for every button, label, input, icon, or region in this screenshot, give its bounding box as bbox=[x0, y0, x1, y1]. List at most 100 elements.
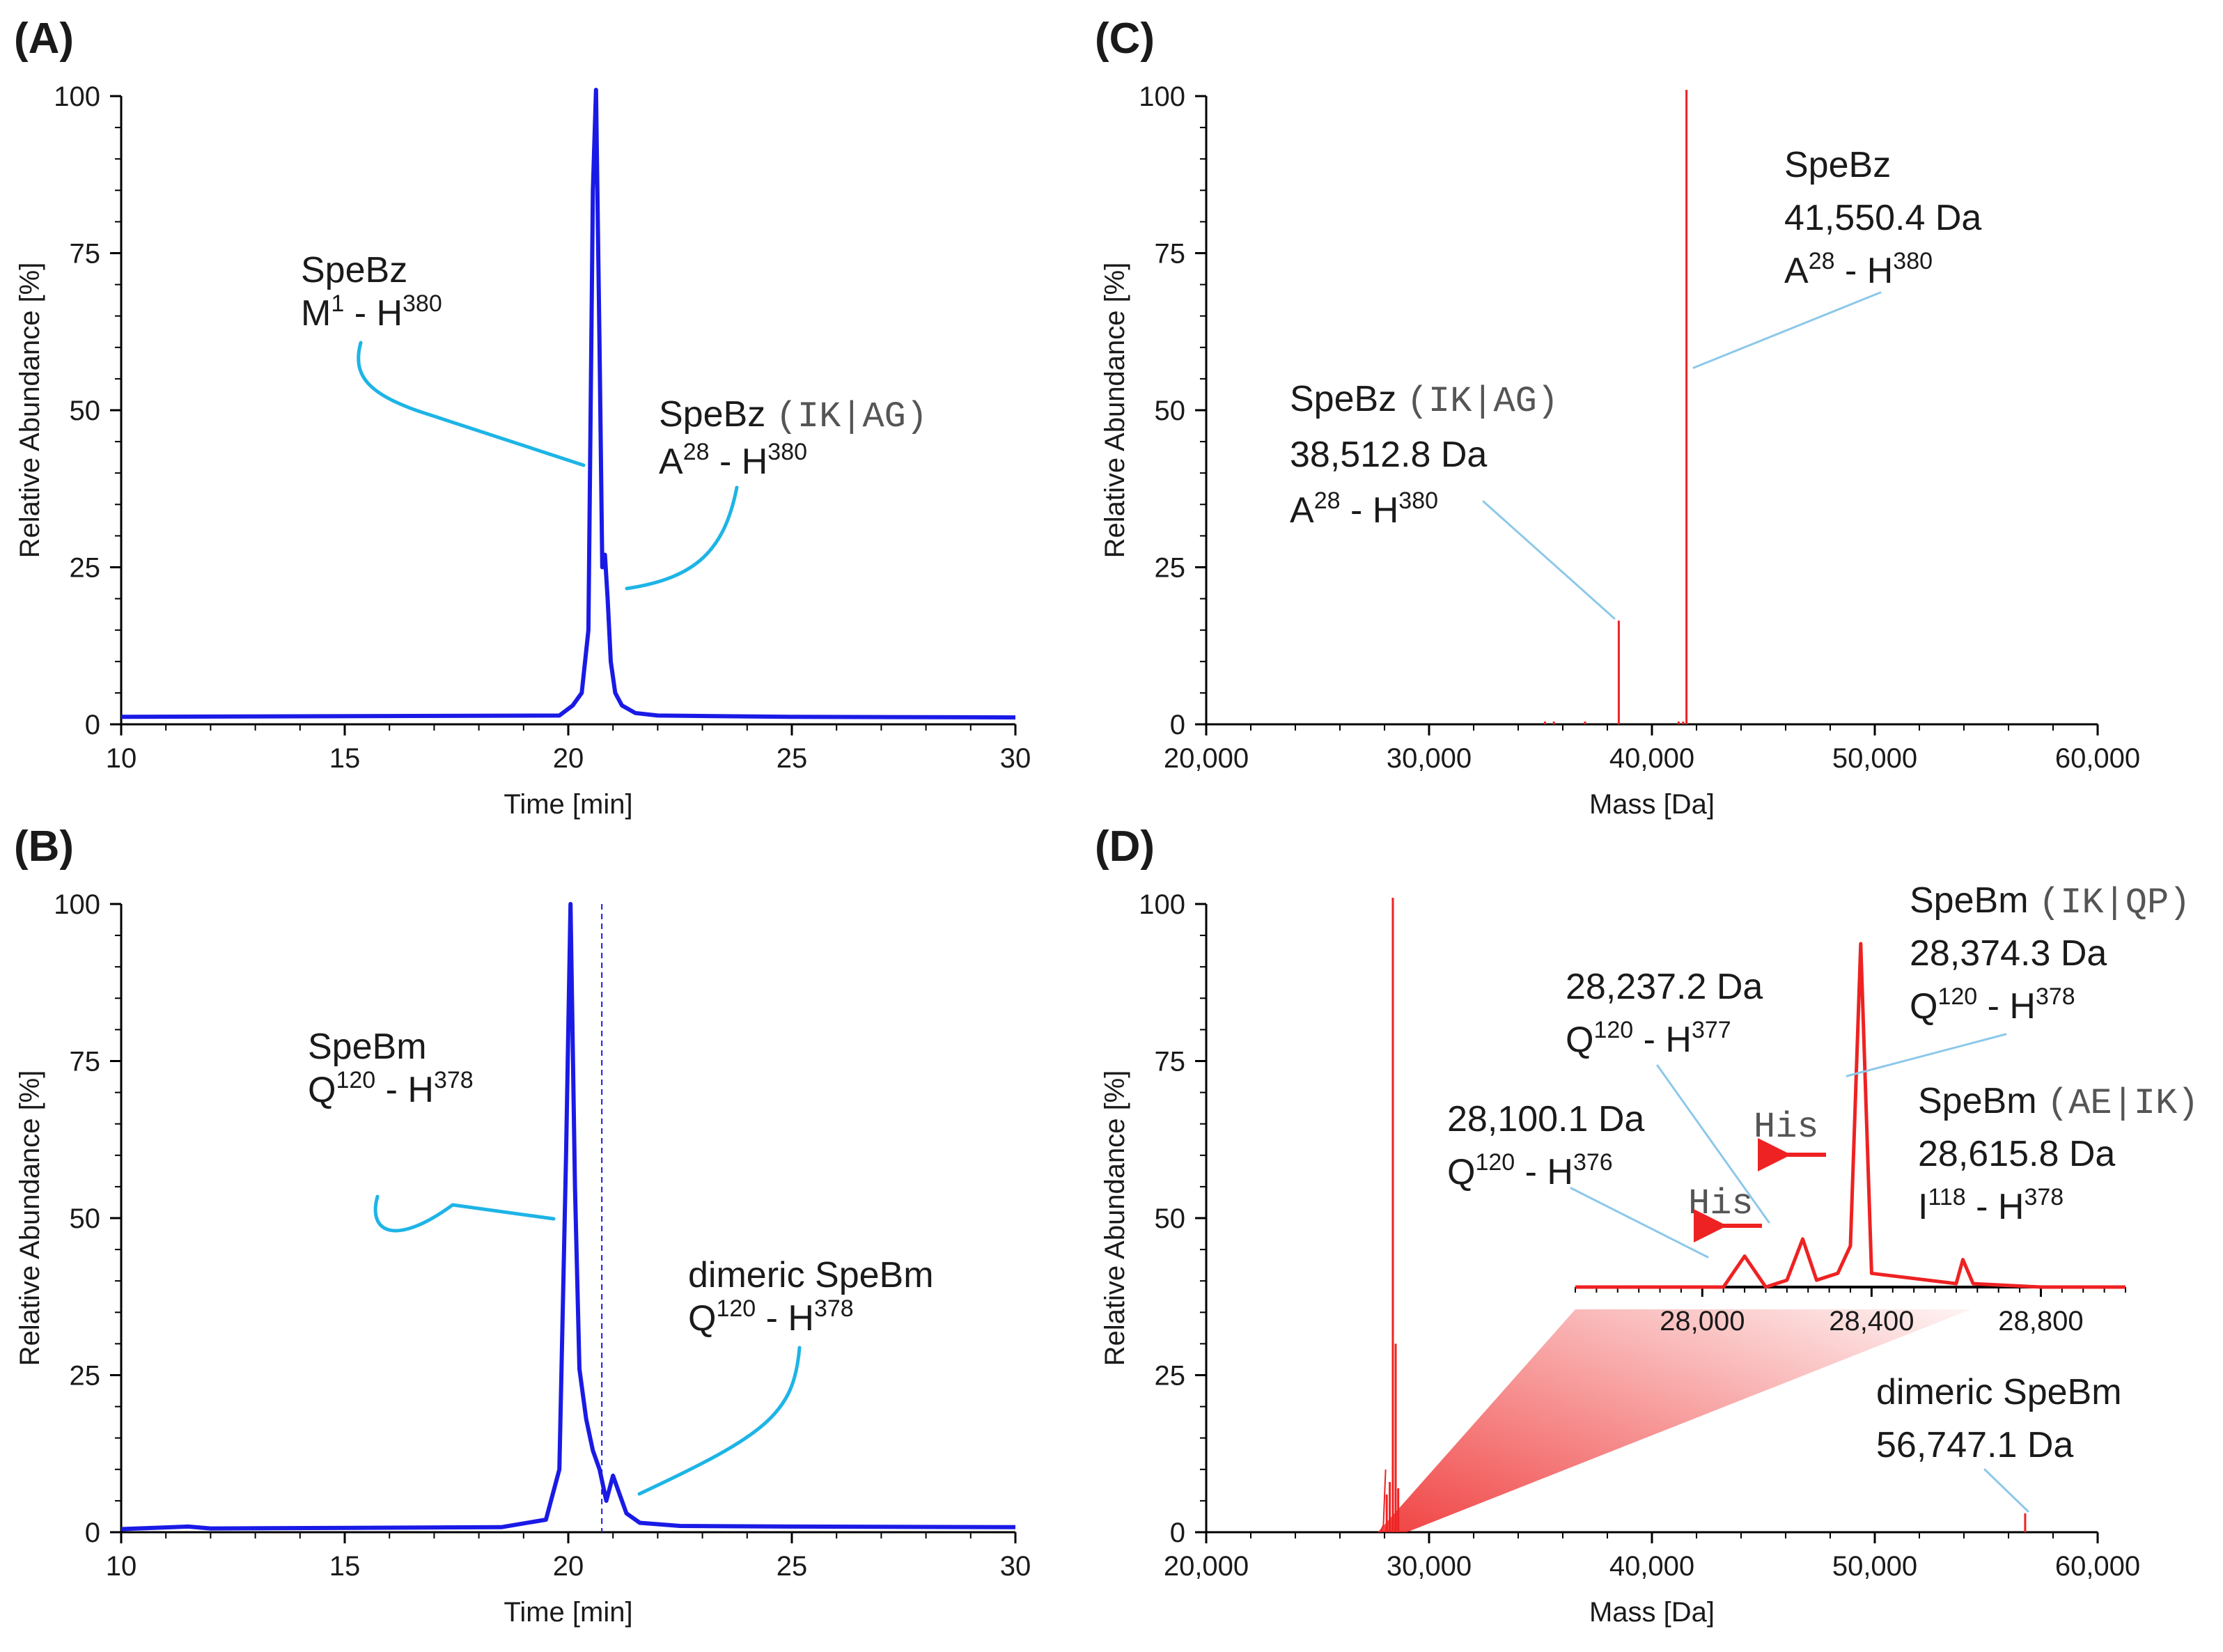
annotation-spebz-ikag: SpeBz (IK|AG) A28 - H380 bbox=[659, 394, 928, 482]
x-tick-label: 20 bbox=[553, 743, 584, 774]
annotation-text: - H bbox=[375, 1070, 434, 1110]
superscript: 376 bbox=[1573, 1149, 1613, 1176]
y-tick-label: 75 bbox=[70, 1047, 101, 1077]
annotation-dimeric-spebm: dimeric SpeBm Q120 - H378 bbox=[688, 1255, 934, 1339]
y-tick-label: 75 bbox=[1155, 1047, 1186, 1077]
x-axis-label: Mass [Da] bbox=[1589, 789, 1715, 820]
x-tick-label: 30,000 bbox=[1387, 1551, 1472, 1582]
y-axis-label: Relative Abundance [%] bbox=[1100, 263, 1130, 559]
panel-label: (D) bbox=[1095, 823, 1155, 871]
leader-line bbox=[1570, 1187, 1709, 1259]
annotation-text: dimeric SpeBm bbox=[688, 1255, 934, 1295]
x-tick-label: 20,000 bbox=[1164, 743, 1249, 774]
superscript: 380 bbox=[1893, 248, 1933, 274]
superscript: 380 bbox=[1398, 488, 1438, 514]
annotation-spebm-ikqp: SpeBm (IK|QP) 28,374.3 Da Q120 - H378 bbox=[1910, 880, 2190, 1027]
annotation-text: Q bbox=[308, 1070, 336, 1110]
annotation-spebz: SpeBz 41,550.4 Da A28 - H380 bbox=[1784, 145, 1981, 291]
leader-line bbox=[1482, 500, 1616, 620]
superscript: 120 bbox=[1593, 1017, 1633, 1043]
y-tick-label: 100 bbox=[1139, 81, 1185, 112]
y-axis-label: Relative Abundance [%] bbox=[15, 263, 45, 559]
y-tick-label: 75 bbox=[70, 239, 101, 270]
annotation-text: M bbox=[301, 293, 331, 334]
annotation-text: I bbox=[1918, 1187, 1928, 1227]
y-tick-label: 50 bbox=[1155, 396, 1186, 426]
superscript: 120 bbox=[1937, 983, 1977, 1010]
x-tick-label: 60,000 bbox=[2055, 1551, 2140, 1582]
inset-tick-label: 28,400 bbox=[1829, 1306, 1914, 1337]
leader-line bbox=[357, 341, 586, 467]
leader-line bbox=[1983, 1468, 2029, 1513]
y-tick-label: 100 bbox=[54, 889, 100, 920]
y-tick-label: 25 bbox=[70, 553, 101, 584]
x-tick-label: 40,000 bbox=[1609, 743, 1694, 774]
annotation-text: dimeric SpeBm bbox=[1876, 1372, 2122, 1412]
annotation-28237: 28,237.2 Da Q120 - H377 bbox=[1566, 967, 1763, 1060]
cleavage-site: (IK|QP) bbox=[2038, 882, 2190, 924]
annotation-text: - H bbox=[1633, 1020, 1692, 1060]
x-tick-label: 20,000 bbox=[1164, 1551, 1249, 1582]
series-line bbox=[120, 902, 1016, 1532]
annotation-spebz-ikag: SpeBz (IK|AG) 38,512.8 Da A28 - H380 bbox=[1290, 379, 1559, 531]
x-tick-label: 25 bbox=[777, 743, 808, 774]
peak-shoulder bbox=[1379, 1469, 1387, 1533]
y-tick-label: 50 bbox=[70, 1203, 101, 1234]
y-tick-label: 50 bbox=[1155, 1203, 1186, 1234]
annotation-text: 28,237.2 Da bbox=[1566, 967, 1763, 1007]
leader-line bbox=[637, 1346, 802, 1496]
annotation-text: SpeBm bbox=[308, 1027, 427, 1067]
inset-tick-label: 28,800 bbox=[1998, 1306, 2083, 1337]
annotation-text: SpeBz bbox=[659, 394, 776, 435]
x-tick-label: 25 bbox=[777, 1551, 808, 1582]
annotation-spebm-aeik: SpeBm (AE|IK) 28,615.8 Da I118 - H378 bbox=[1918, 1081, 2199, 1227]
zoom-wedge bbox=[1378, 1309, 1971, 1532]
y-tick-label: 100 bbox=[1139, 889, 1185, 920]
y-tick-label: 0 bbox=[85, 710, 100, 740]
annotation-28100: 28,100.1 Da Q120 - H376 bbox=[1447, 1099, 1644, 1192]
superscript: 120 bbox=[1475, 1149, 1515, 1176]
annotation-text: - H bbox=[1341, 490, 1399, 531]
annotation-text: SpeBz bbox=[1784, 145, 1891, 185]
annotation-text: Q bbox=[1566, 1020, 1593, 1060]
x-tick-label: 30,000 bbox=[1387, 743, 1472, 774]
y-axis-label: Relative Abundance [%] bbox=[1100, 1070, 1130, 1366]
annotation-spebz-full: SpeBz M1 - H380 bbox=[301, 250, 442, 334]
annotation-text: - H bbox=[1515, 1152, 1573, 1192]
x-tick-label: 20 bbox=[553, 1551, 584, 1582]
panel-label: (A) bbox=[14, 15, 74, 63]
annotation-text: A bbox=[1290, 490, 1314, 531]
panel-label: (B) bbox=[14, 823, 74, 871]
leader-line bbox=[1846, 1033, 2007, 1077]
annotation-text: - H bbox=[1966, 1187, 2025, 1227]
annotation-text: 28,374.3 Da bbox=[1910, 933, 2107, 974]
superscript: 380 bbox=[767, 439, 807, 465]
annotation-text: Q bbox=[1910, 986, 1937, 1027]
y-tick-label: 0 bbox=[1170, 1518, 1185, 1548]
panel-b: 10 15 20 25 30 0 25 50 75 100 Time [min] Relative A… bbox=[14, 823, 1031, 1628]
inset-tick-label: 28,000 bbox=[1660, 1306, 1745, 1337]
superscript: 380 bbox=[403, 290, 442, 317]
leader-line bbox=[1692, 291, 1882, 369]
superscript: 120 bbox=[716, 1295, 756, 1322]
annotation-text: Q bbox=[688, 1298, 716, 1339]
x-tick-label: 15 bbox=[329, 1551, 361, 1582]
superscript: 28 bbox=[1314, 488, 1341, 514]
x-axis-label: Time [min] bbox=[504, 1597, 632, 1628]
superscript: 120 bbox=[336, 1067, 375, 1093]
annotation-dimeric-spebm: dimeric SpeBm 56,747.1 Da bbox=[1876, 1372, 2122, 1465]
annotation-text: A bbox=[659, 442, 683, 482]
annotation-text: SpeBm bbox=[1918, 1081, 2047, 1121]
annotation-text: A bbox=[1784, 251, 1809, 291]
x-tick-label: 10 bbox=[106, 743, 137, 774]
y-tick-label: 100 bbox=[54, 81, 100, 112]
annotation-text: 28,615.8 Da bbox=[1918, 1134, 2115, 1174]
superscript: 28 bbox=[683, 439, 710, 465]
annotation-spebm: SpeBm Q120 - H378 bbox=[308, 1027, 474, 1110]
leader-line bbox=[374, 1194, 554, 1231]
x-tick-label: 60,000 bbox=[2055, 743, 2140, 774]
superscript: 378 bbox=[2036, 983, 2075, 1010]
y-tick-label: 0 bbox=[1170, 710, 1185, 740]
